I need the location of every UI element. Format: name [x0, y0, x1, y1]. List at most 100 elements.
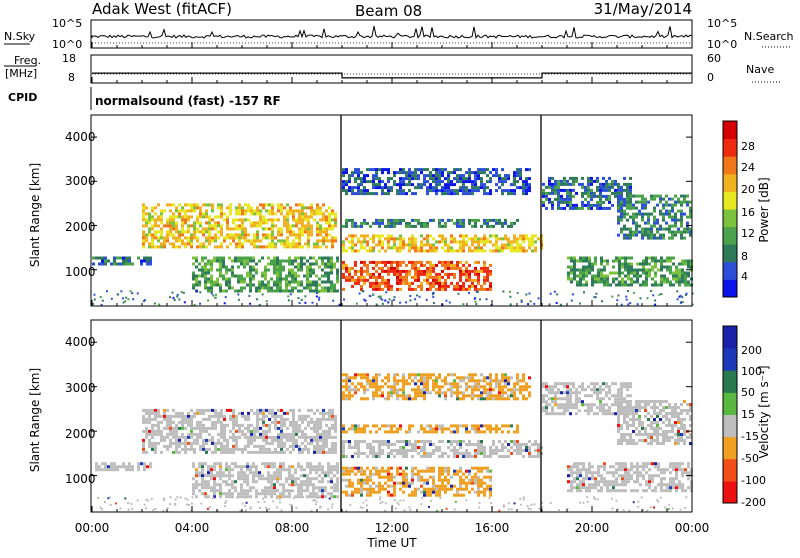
echo-cell	[333, 474, 336, 477]
power-ytick-2000: 2000	[65, 220, 96, 234]
echo-cell	[309, 269, 312, 272]
echo-cell	[187, 218, 190, 221]
echo-cell	[262, 424, 265, 427]
noise-cell	[132, 298, 134, 300]
echo-cell	[672, 272, 675, 275]
echo-cell	[261, 287, 264, 290]
echo-cell	[387, 452, 390, 455]
echo-cell	[483, 379, 486, 382]
echo-cell	[435, 391, 438, 394]
echo-cell	[288, 257, 291, 260]
echo-cell	[423, 488, 426, 491]
echo-cell	[495, 427, 498, 430]
echo-cell	[244, 233, 247, 236]
echo-cell	[387, 261, 390, 264]
echo-cell	[256, 212, 259, 215]
echo-cell	[143, 468, 146, 471]
echo-cell	[324, 290, 327, 293]
echo-cell	[669, 260, 672, 263]
echo-cell	[250, 436, 253, 439]
echo-cell	[372, 394, 375, 397]
echo-cell	[283, 239, 286, 242]
echo-cell	[181, 436, 184, 439]
echo-cell	[390, 443, 393, 446]
noise-cell	[426, 299, 428, 301]
echo-cell	[387, 285, 390, 288]
echo-cell	[432, 482, 435, 485]
echo-cell	[264, 486, 267, 489]
echo-cell	[145, 212, 148, 215]
echo-cell	[175, 215, 178, 218]
echo-cell	[417, 168, 420, 171]
echo-cell	[468, 279, 471, 282]
echo-cell	[208, 415, 211, 418]
echo-cell	[372, 183, 375, 186]
echo-cell	[324, 474, 327, 477]
echo-cell	[307, 224, 310, 227]
echo-cell	[402, 388, 405, 391]
echo-cell	[301, 442, 304, 445]
echo-cell	[265, 236, 268, 239]
echo-cell	[659, 198, 662, 201]
power-cb-tick-4: 4	[741, 270, 748, 283]
echo-cell	[306, 474, 309, 477]
echo-cell	[154, 218, 157, 221]
echo-cell	[597, 269, 600, 272]
echo-cell	[684, 284, 687, 287]
echo-cell	[654, 275, 657, 278]
echo-cell	[426, 189, 429, 192]
echo-cell	[489, 285, 492, 288]
echo-cell	[316, 409, 319, 412]
echo-cell	[240, 263, 243, 266]
echo-cell	[298, 233, 301, 236]
echo-cell	[594, 263, 597, 266]
echo-cell	[674, 231, 677, 234]
echo-cell	[169, 442, 172, 445]
echo-cell	[684, 275, 687, 278]
echo-cell	[609, 284, 612, 287]
echo-cell	[351, 192, 354, 195]
echo-cell	[252, 474, 255, 477]
echo-cell	[270, 290, 273, 293]
noise-cell	[399, 302, 401, 304]
echo-cell	[567, 272, 570, 275]
echo-cell	[199, 433, 202, 436]
echo-cell	[306, 275, 309, 278]
echo-cell	[686, 195, 689, 198]
echo-cell	[465, 470, 468, 473]
echo-cell	[486, 427, 489, 430]
echo-cell	[390, 494, 393, 497]
echo-cell	[678, 272, 681, 275]
date-title: 31/May/2014	[594, 0, 692, 18]
echo-cell	[441, 285, 444, 288]
echo-cell	[309, 284, 312, 287]
echo-cell	[462, 243, 465, 246]
echo-cell	[405, 171, 408, 174]
echo-cell	[211, 224, 214, 227]
echo-cell	[399, 273, 402, 276]
echo-cell	[375, 222, 378, 225]
echo-cell	[510, 424, 513, 427]
echo-cell	[327, 272, 330, 275]
echo-cell	[246, 492, 249, 495]
echo-cell	[304, 215, 307, 218]
echo-cell	[101, 263, 104, 266]
echo-cell	[384, 285, 387, 288]
echo-cell	[399, 288, 402, 291]
echo-cell	[360, 270, 363, 273]
echo-cell	[288, 281, 291, 284]
echo-cell	[264, 278, 267, 281]
echo-cell	[462, 264, 465, 267]
echo-cell	[222, 278, 225, 281]
echo-cell	[140, 462, 143, 465]
echo-cell	[142, 445, 145, 448]
echo-cell	[354, 270, 357, 273]
echo-cell	[199, 448, 202, 451]
echo-cell	[545, 192, 548, 195]
echo-cell	[190, 224, 193, 227]
echo-cell	[372, 237, 375, 240]
echo-cell	[205, 230, 208, 233]
echo-cell	[226, 221, 229, 224]
echo-cell	[334, 427, 337, 430]
echo-cell	[432, 174, 435, 177]
